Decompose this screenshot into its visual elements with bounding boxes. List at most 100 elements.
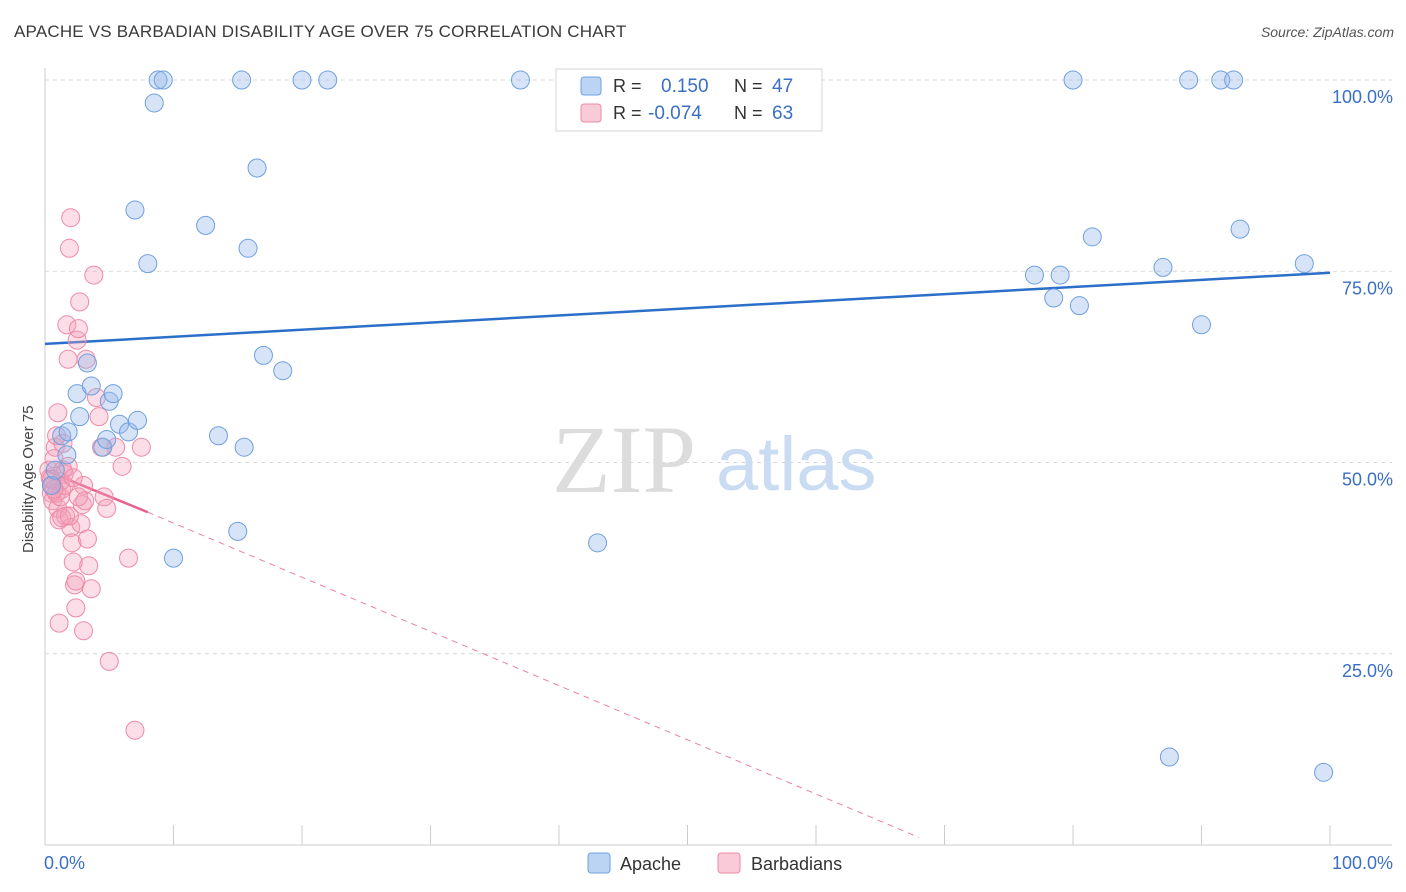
y-tick-label-100: 100.0% bbox=[1332, 87, 1393, 107]
watermark: ZIP atlas bbox=[552, 406, 877, 513]
apache-point-32 bbox=[318, 70, 338, 90]
apache-point-42 bbox=[1159, 747, 1179, 767]
watermark-zip: ZIP bbox=[552, 406, 696, 513]
y-tick-label-75: 75.0% bbox=[1342, 278, 1393, 298]
apache-point-12 bbox=[103, 384, 123, 404]
barbadians-point-21 bbox=[62, 533, 82, 553]
watermark-atlas: atlas bbox=[716, 422, 877, 507]
barbadians-point-41 bbox=[99, 651, 119, 671]
barbadians-point-7 bbox=[47, 426, 67, 446]
barbadians-r-value: -0.074 bbox=[648, 103, 702, 124]
apache-point-26 bbox=[234, 437, 254, 457]
barbadians-point-44 bbox=[119, 548, 139, 568]
barbadians-point-61 bbox=[63, 468, 83, 488]
barbadians-point-30 bbox=[74, 475, 94, 495]
source-credit: Source: ZipAtlas.com bbox=[1260, 24, 1394, 40]
apache-trend-line bbox=[44, 271, 1331, 346]
barbadians-r-label: R = bbox=[613, 103, 642, 123]
apache-point-17 bbox=[148, 70, 168, 90]
barbadians-point-59 bbox=[77, 529, 97, 549]
barbadians-point-35 bbox=[84, 265, 104, 285]
barbadians-point-8 bbox=[48, 403, 68, 423]
apache-point-34 bbox=[588, 533, 608, 553]
legend-apache-swatch bbox=[587, 852, 611, 874]
apache-point-22 bbox=[196, 215, 216, 235]
barbadians-trend-extension bbox=[147, 511, 919, 838]
apache-point-0 bbox=[41, 475, 61, 495]
x-tick-label-min: 0.0% bbox=[44, 853, 85, 873]
apache-point-41 bbox=[1153, 257, 1173, 277]
apache-point-19 bbox=[125, 200, 145, 220]
barbadians-point-45 bbox=[125, 720, 145, 740]
barbadians-point-16 bbox=[57, 315, 77, 335]
barbadians-point-39 bbox=[94, 487, 114, 507]
barbadians-point-58 bbox=[41, 469, 61, 489]
apache-point-27 bbox=[238, 238, 258, 258]
barbadians-point-26 bbox=[68, 319, 88, 339]
apache-point-15 bbox=[128, 410, 148, 430]
apache-point-16 bbox=[144, 93, 164, 113]
bottom-legend: Apache Barbadians bbox=[587, 852, 842, 874]
apache-stats-swatch bbox=[580, 76, 602, 96]
barbadians-point-37 bbox=[89, 407, 109, 427]
barbadians-point-48 bbox=[74, 621, 94, 641]
barbadians-point-54 bbox=[52, 508, 72, 528]
apache-point-44 bbox=[1192, 315, 1211, 335]
apache-r-label: R = bbox=[613, 76, 642, 96]
barbadians-point-19 bbox=[61, 208, 81, 228]
x-tick-label-max: 100.0% bbox=[1332, 853, 1393, 873]
apache-point-23 bbox=[208, 426, 228, 446]
barbadians-n-label: N = bbox=[734, 103, 763, 123]
barbadians-point-47 bbox=[49, 613, 69, 633]
barbadians-point-43 bbox=[112, 456, 132, 476]
y-tick-labels: 25.0% 50.0% 75.0% 100.0% bbox=[1332, 87, 1393, 681]
apache-point-8 bbox=[81, 376, 101, 396]
apache-point-6 bbox=[70, 407, 90, 427]
barbadians-point-0 bbox=[39, 460, 59, 480]
apache-point-25 bbox=[232, 70, 252, 90]
barbadians-point-33 bbox=[79, 556, 99, 576]
stats-legend-box: R = 0.150 N = 47 R = -0.074 N = 63 bbox=[555, 68, 823, 132]
barbadians-point-53 bbox=[66, 571, 86, 591]
apache-point-7 bbox=[77, 353, 97, 373]
y-tick-label-25: 25.0% bbox=[1342, 661, 1393, 681]
barbadians-point-22 bbox=[63, 552, 83, 572]
apache-r-value: 0.150 bbox=[661, 76, 709, 97]
apache-point-46 bbox=[1224, 70, 1244, 90]
apache-point-18 bbox=[153, 70, 173, 90]
apache-point-31 bbox=[292, 70, 312, 90]
y-axis-label: Disability Age Over 75 bbox=[20, 405, 37, 553]
apache-point-29 bbox=[253, 345, 273, 365]
gridlines bbox=[45, 79, 1392, 655]
apache-point-33 bbox=[510, 70, 530, 90]
apache-point-28 bbox=[247, 158, 267, 178]
apache-point-24 bbox=[228, 521, 248, 541]
legend-apache-label: Apache bbox=[620, 854, 681, 874]
barbadians-point-57 bbox=[68, 487, 88, 507]
apache-point-38 bbox=[1063, 70, 1083, 90]
barbadians-point-17 bbox=[58, 349, 78, 369]
apache-point-21 bbox=[164, 548, 183, 568]
barbadians-point-40 bbox=[97, 498, 117, 518]
apache-point-35 bbox=[1024, 265, 1044, 285]
chart-title: APACHE VS BARBADIAN DISABILITY AGE OVER … bbox=[14, 22, 627, 41]
apache-n-value: 47 bbox=[772, 76, 793, 97]
apache-point-43 bbox=[1179, 70, 1199, 90]
apache-point-39 bbox=[1069, 296, 1089, 316]
barbadians-point-24 bbox=[66, 598, 86, 618]
barbadians-point-18 bbox=[59, 238, 79, 258]
apache-point-30 bbox=[273, 361, 293, 381]
barbadians-point-62 bbox=[53, 433, 73, 453]
legend-barbadians-swatch bbox=[717, 852, 741, 874]
apache-n-label: N = bbox=[734, 76, 763, 96]
apache-point-47 bbox=[1230, 219, 1250, 239]
apache-point-3 bbox=[57, 445, 77, 465]
apache-point-1 bbox=[45, 460, 65, 480]
apache-point-10 bbox=[97, 430, 117, 450]
barbadians-n-value: 63 bbox=[772, 103, 793, 124]
apache-point-4 bbox=[58, 422, 78, 442]
barbadians-stats-swatch bbox=[580, 103, 602, 123]
apache-point-40 bbox=[1082, 227, 1102, 247]
legend-barbadians-label: Barbadians bbox=[751, 854, 842, 874]
barbadians-point-46 bbox=[131, 437, 151, 457]
